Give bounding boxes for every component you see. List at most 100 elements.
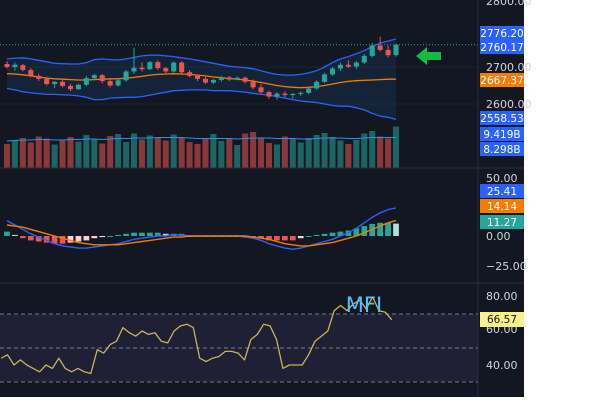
candle-body (187, 72, 193, 76)
candle-body (155, 62, 161, 69)
candle (282, 91, 288, 98)
candle (274, 92, 280, 100)
bollinger-lower-line (6, 87, 397, 121)
left-arrow-icon (416, 47, 441, 65)
price-panel (0, 36, 478, 168)
candle (123, 69, 129, 82)
candle-body (234, 77, 240, 80)
mfi-indicator-label: MFI (346, 293, 382, 317)
volume-bar (186, 142, 193, 168)
volume-bar (107, 136, 114, 168)
macd-axis-label: −25.00 (486, 260, 527, 273)
mfi-badge: 66.57 (480, 312, 524, 327)
volume-bar (265, 143, 273, 168)
candle-body (123, 71, 129, 81)
macd-histogram-bar (282, 236, 288, 241)
candle-body (20, 65, 26, 70)
candle-body (147, 62, 153, 70)
volume-bar (91, 139, 98, 168)
volume-bar (170, 134, 177, 168)
candle (322, 72, 328, 83)
volume-bar (281, 136, 288, 168)
candle-body (60, 81, 66, 86)
candle (115, 78, 121, 87)
candle (337, 62, 343, 71)
volume-bar (273, 144, 280, 168)
macd-histogram-bar (266, 236, 272, 241)
volume-bar (59, 140, 66, 168)
mfi-line (0, 296, 393, 375)
candle (12, 62, 18, 71)
volume-bar (194, 144, 201, 168)
volume-bar (218, 141, 225, 168)
candle (67, 84, 74, 92)
candle-body (202, 78, 209, 83)
candle (187, 69, 193, 78)
volume-bar (297, 142, 304, 168)
macd-histogram-bar (115, 234, 121, 236)
volume-bar (313, 135, 320, 168)
candle (131, 47, 137, 74)
candle (163, 67, 169, 73)
price-axis-label: 2600.00 (486, 98, 532, 111)
candle-body (306, 88, 312, 93)
volume-bar (3, 144, 10, 168)
badge-bg (480, 111, 524, 125)
volume-bar (35, 136, 42, 168)
candle (28, 68, 34, 78)
candle (99, 74, 105, 84)
candle-body (210, 79, 216, 83)
price-badge: 8.298B (480, 142, 524, 156)
volume-bar (361, 133, 368, 168)
candle-body (99, 75, 105, 82)
macd-histogram-bar (91, 236, 98, 239)
bollinger-middle-line (6, 73, 396, 89)
candle (306, 86, 312, 95)
candle (226, 75, 232, 82)
candle (377, 36, 383, 52)
candle (171, 61, 177, 73)
candle (218, 75, 224, 82)
candle (20, 64, 26, 72)
candle-body (12, 64, 18, 67)
candle-body (83, 78, 89, 85)
volume-bar (345, 144, 352, 168)
candle (179, 61, 185, 74)
macd-badge: 25.41 (480, 184, 524, 198)
candle-body (194, 75, 201, 79)
price-badge: 9.419B (480, 127, 524, 141)
volume-bar (27, 142, 34, 168)
candle-body (107, 81, 113, 86)
candle (314, 80, 320, 90)
candle-body (28, 69, 34, 76)
macd-axis-label: 0.00 (486, 230, 511, 243)
candle-body (298, 92, 304, 95)
candle-body (226, 77, 232, 80)
candle (83, 75, 89, 87)
candle (393, 43, 399, 57)
candle-body (369, 45, 375, 56)
candle (139, 62, 145, 72)
candle (385, 45, 391, 58)
candle-body (353, 62, 359, 67)
volume-bar (305, 138, 312, 168)
candle-body (345, 64, 351, 67)
volume-bar (123, 142, 130, 168)
volume-bar (202, 138, 209, 168)
macd-histogram-bar (337, 231, 344, 236)
left-arrow-shape (416, 47, 441, 65)
candle-body (36, 75, 42, 79)
candle (290, 92, 296, 99)
macd-histogram-bar (43, 236, 50, 243)
macd-histogram-bar (4, 231, 10, 236)
candle (75, 83, 81, 90)
volume-bar (337, 140, 344, 168)
macd-histogram-bar (51, 236, 58, 244)
volume-bar (258, 137, 265, 168)
candle-body (171, 62, 177, 72)
macd-signal-line (6, 219, 397, 247)
candle-body (290, 94, 296, 96)
macd-histogram-bar (353, 228, 360, 236)
candle-body (163, 68, 169, 72)
